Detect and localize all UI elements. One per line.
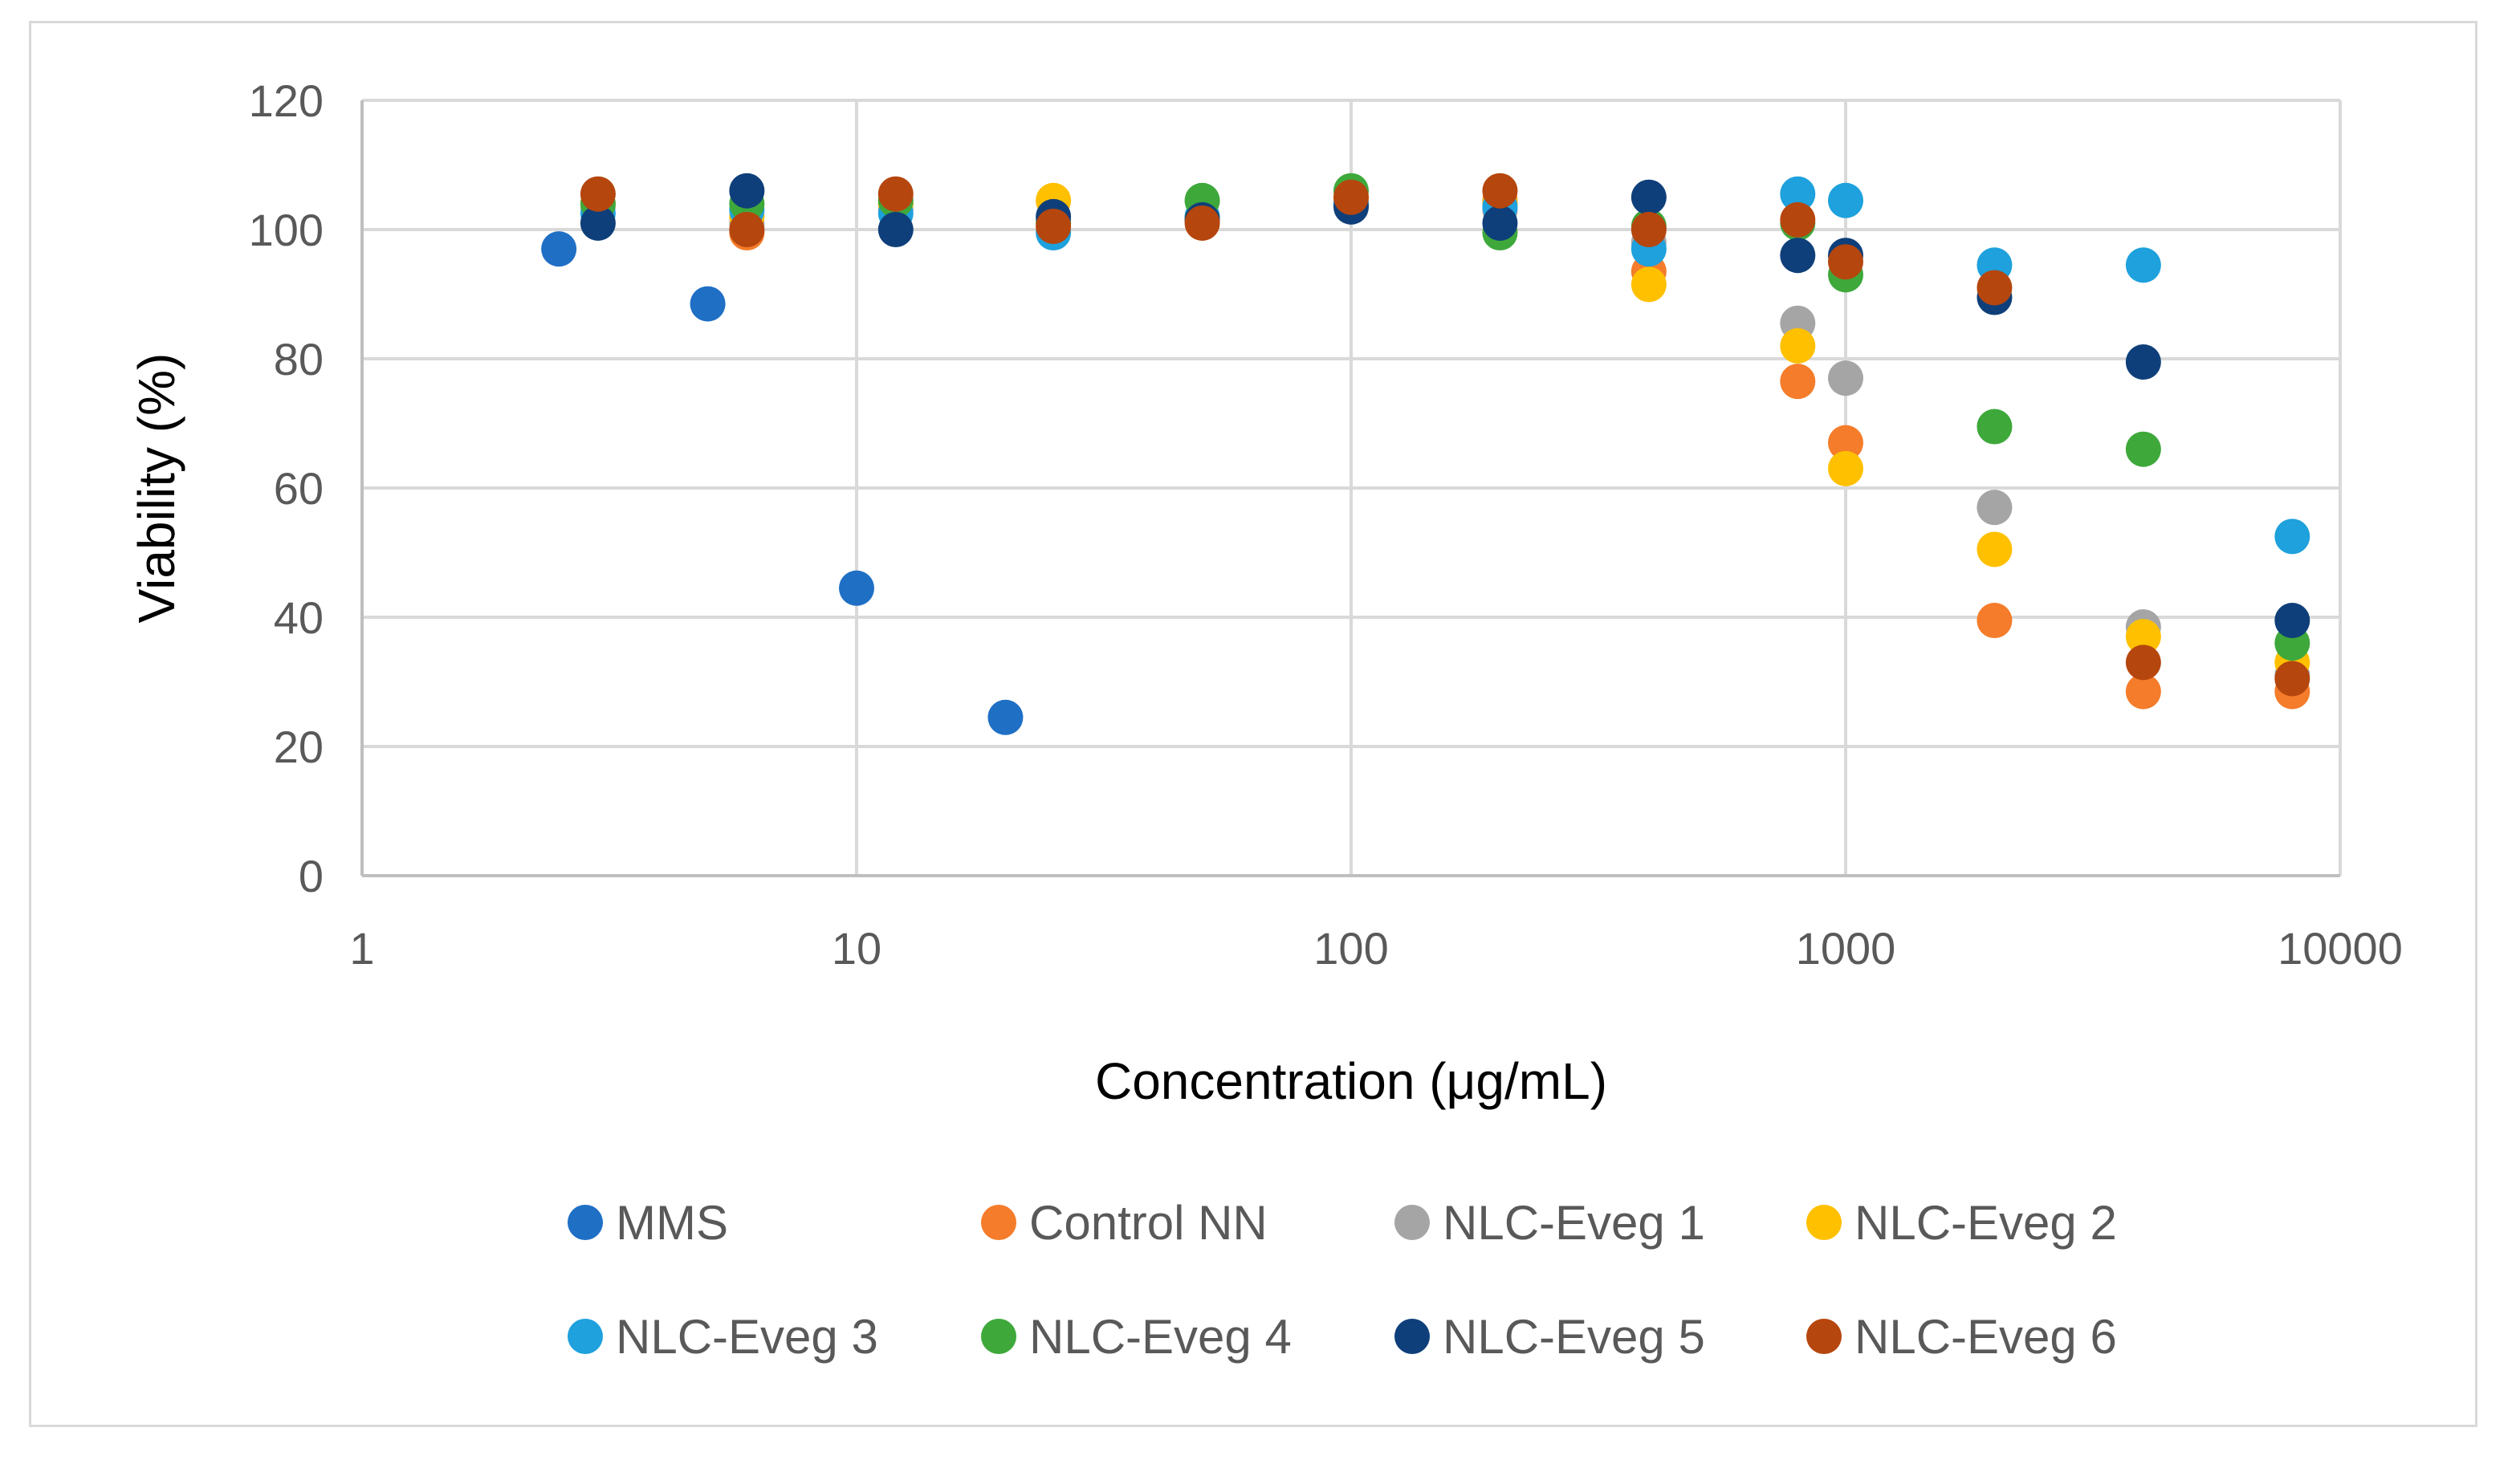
- legend-label-nlc-eveg-1: NLC-Eveg 1: [1443, 1196, 1705, 1250]
- y-tick-label: 80: [274, 334, 324, 384]
- data-point-control-nn: [2125, 673, 2161, 710]
- legend-marker-control-nn: [981, 1205, 1016, 1240]
- legend-label-nlc-eveg-5: NLC-Eveg 5: [1443, 1310, 1705, 1364]
- legend-label-nlc-eveg-3: NLC-Eveg 3: [616, 1310, 878, 1364]
- data-point-nlc-eveg-5: [877, 212, 914, 247]
- data-point-nlc-eveg-5: [580, 205, 616, 241]
- data-point-mms: [690, 286, 726, 322]
- data-point-nlc-eveg-5: [729, 173, 765, 209]
- data-point-nlc-eveg-6: [1780, 201, 1816, 238]
- y-tick-label: 120: [249, 75, 324, 126]
- legend: MMS Control NN NLC-Eveg 1 NLC-Eveg 2 NLC-Eve…: [568, 1196, 2117, 1364]
- data-point-nlc-eveg-6: [2125, 645, 2161, 681]
- x-tick-label: 1000: [1796, 923, 1896, 974]
- y-tick-label: 20: [274, 722, 324, 772]
- data-point-nlc-eveg-2: [1828, 450, 1863, 486]
- data-point-nlc-eveg-6: [1630, 212, 1667, 247]
- data-point-nlc-eveg-2: [1630, 266, 1667, 303]
- data-point-mms: [987, 699, 1024, 735]
- legend-marker-mms: [568, 1205, 603, 1240]
- data-point-nlc-eveg-4: [2125, 431, 2161, 467]
- legend-label-nlc-eveg-2: NLC-Eveg 2: [1854, 1196, 2117, 1250]
- y-tick-label: 100: [249, 205, 324, 255]
- data-point-control-nn: [1828, 425, 1863, 461]
- data-point-nlc-eveg-6: [1828, 244, 1863, 280]
- data-point-nlc-eveg-3: [2125, 247, 2161, 283]
- data-point-nlc-eveg-6: [1036, 208, 1072, 244]
- data-point-control-nn: [1977, 603, 2013, 639]
- data-point-nlc-eveg-3: [1780, 176, 1816, 212]
- legend-label-nlc-eveg-4: NLC-Eveg 4: [1029, 1310, 1292, 1364]
- data-point-nlc-eveg-5: [1482, 205, 1518, 241]
- axis-layer: [360, 100, 2340, 877]
- legend-label-mms: MMS: [616, 1196, 728, 1250]
- legend-marker-nlc-eveg-1: [1394, 1205, 1430, 1240]
- data-point-nlc-eveg-6: [2274, 661, 2310, 697]
- data-point-nlc-eveg-1: [1977, 490, 2013, 526]
- data-point-nlc-eveg-5: [1780, 238, 1816, 274]
- data-point-nlc-eveg-2: [1780, 327, 1816, 364]
- legend-marker-nlc-eveg-5: [1394, 1319, 1430, 1354]
- y-tick-label: 0: [299, 851, 324, 901]
- data-point-nlc-eveg-5: [2274, 603, 2310, 639]
- data-point-nlc-eveg-5: [1630, 179, 1667, 215]
- data-point-nlc-eveg-2: [1977, 531, 2013, 567]
- data-point-nlc-eveg-1: [1828, 360, 1863, 397]
- data-point-nlc-eveg-5: [2125, 344, 2161, 380]
- data-point-nlc-eveg-4: [1977, 409, 2013, 445]
- data-point-nlc-eveg-3: [1828, 182, 1863, 218]
- data-point-nlc-eveg-6: [877, 176, 914, 212]
- data-point-nlc-eveg-2: [2125, 619, 2161, 655]
- data-point-nlc-eveg-6: [729, 212, 765, 247]
- legend-label-control-nn: Control NN: [1029, 1196, 1268, 1250]
- data-point-mms: [839, 570, 874, 606]
- data-point-nlc-eveg-6: [580, 176, 616, 212]
- x-tick-label: 1: [349, 923, 374, 974]
- chart-frame: 0 20 40 60 80 100 120 1 10 100 1000 10000 Concentra…: [29, 21, 2477, 1427]
- data-point-mms: [541, 231, 577, 267]
- data-points: [541, 173, 2310, 735]
- x-axis-title: Concentration (μg/mL): [1095, 1052, 1607, 1110]
- data-point-nlc-eveg-6: [1184, 205, 1220, 241]
- x-tick-label: 10: [832, 923, 881, 974]
- x-tick-label: 10000: [2278, 923, 2403, 974]
- grid-layer: [360, 99, 2342, 876]
- legend-marker-nlc-eveg-4: [981, 1319, 1016, 1354]
- y-axis-title: Viability (%): [128, 353, 185, 624]
- data-point-nlc-eveg-6: [1482, 173, 1518, 209]
- legend-marker-nlc-eveg-2: [1806, 1205, 1842, 1240]
- y-tick-label: 40: [274, 592, 324, 643]
- data-point-control-nn: [1780, 364, 1816, 400]
- y-tick-label: 60: [274, 463, 324, 514]
- data-point-nlc-eveg-6: [1977, 270, 2013, 306]
- legend-marker-nlc-eveg-3: [568, 1319, 603, 1354]
- legend-marker-nlc-eveg-6: [1806, 1319, 1842, 1354]
- legend-label-nlc-eveg-6: NLC-Eveg 6: [1854, 1310, 2117, 1364]
- data-point-nlc-eveg-6: [1333, 179, 1369, 215]
- x-tick-label: 100: [1313, 923, 1388, 974]
- data-point-nlc-eveg-3: [2274, 519, 2310, 555]
